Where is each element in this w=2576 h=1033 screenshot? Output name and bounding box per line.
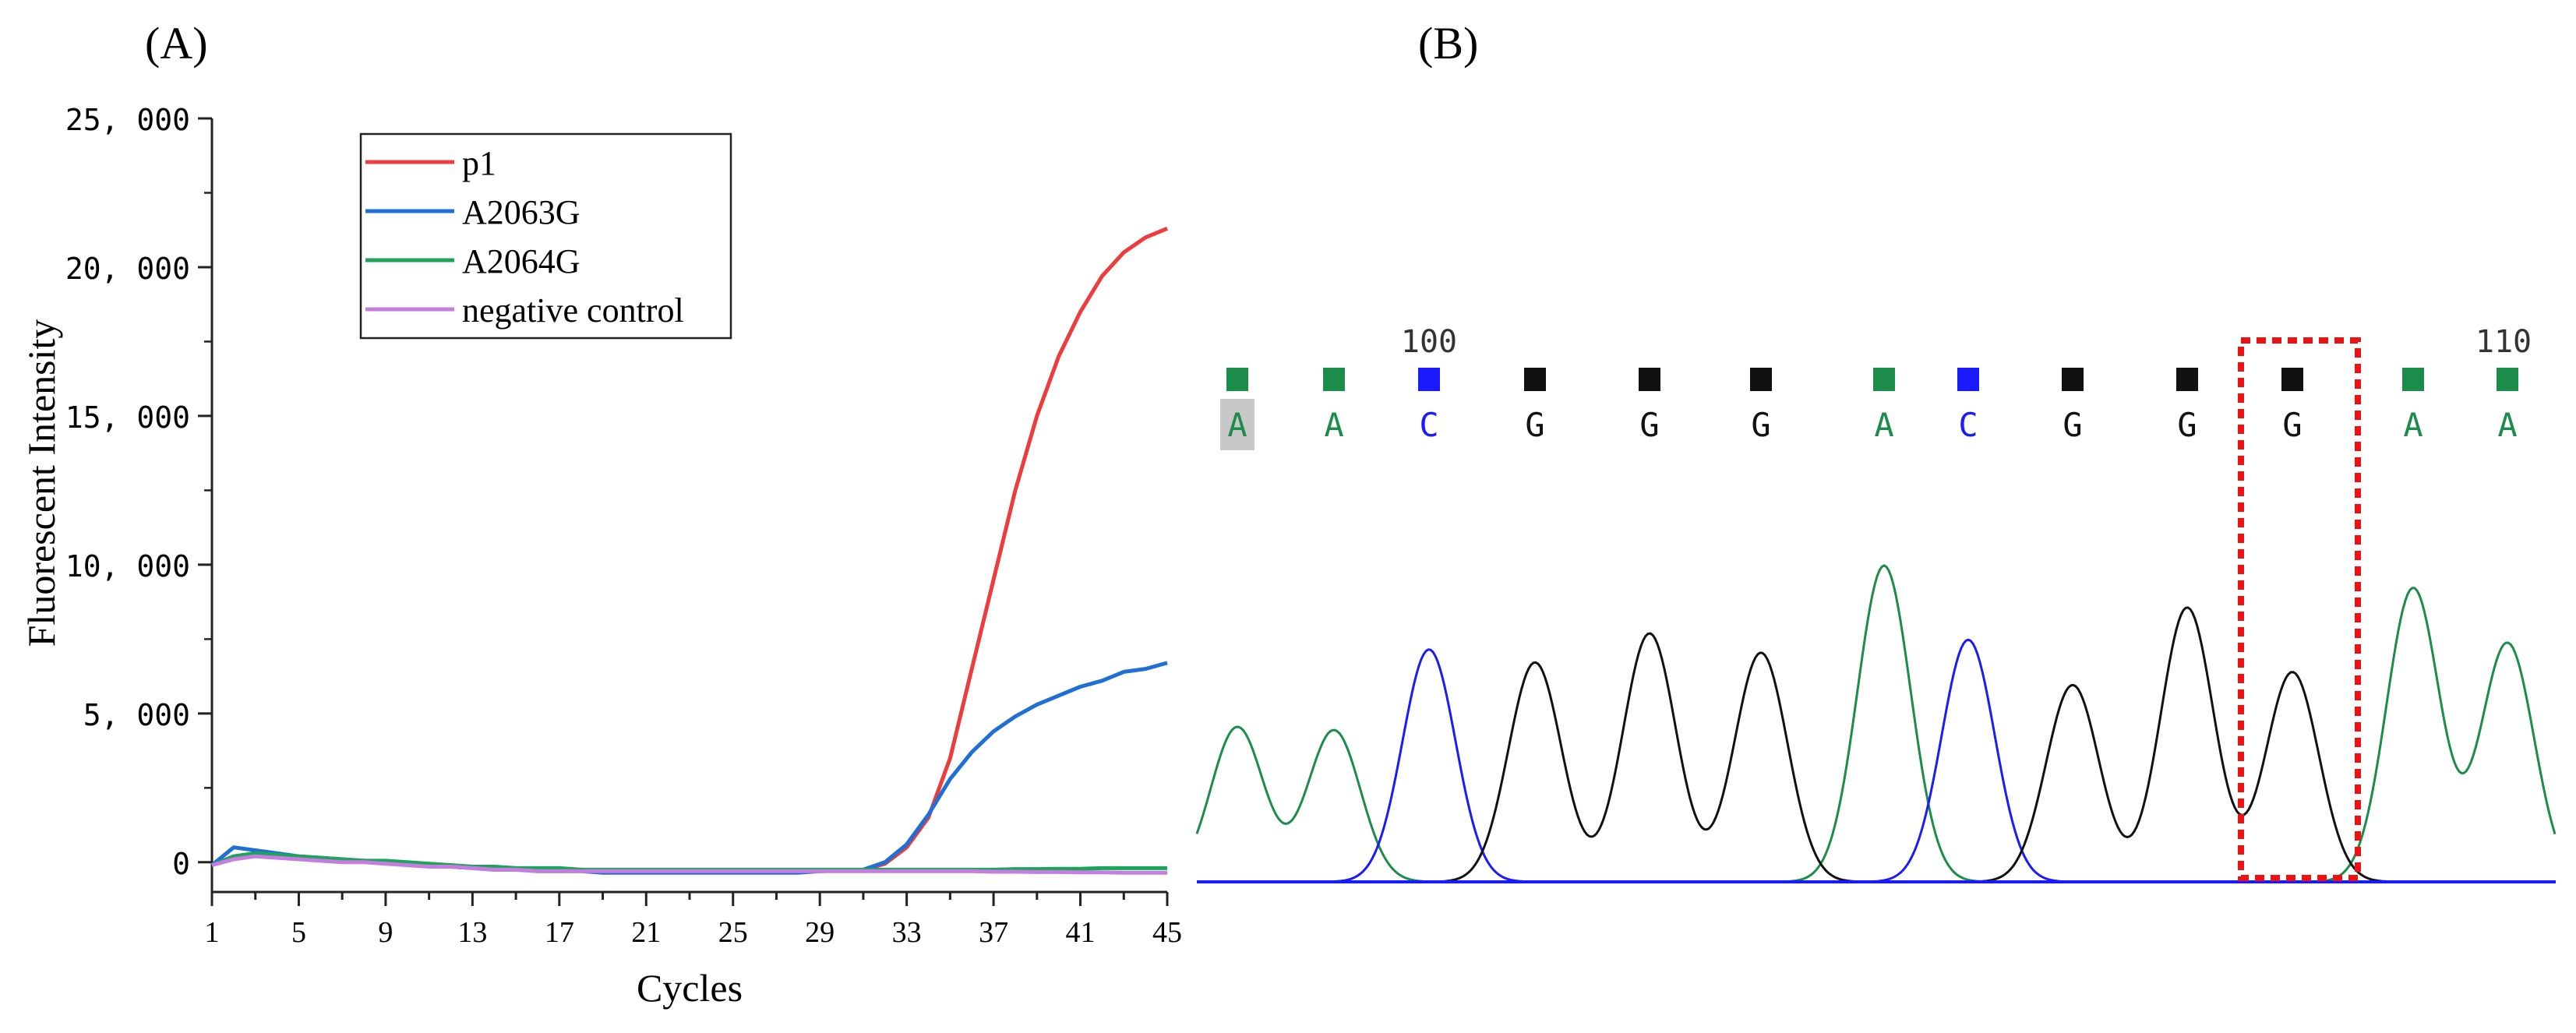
y-tick-label: 5, 000 [83, 698, 190, 732]
trace-c [1197, 638, 2555, 883]
base-marker [2176, 368, 2198, 391]
base-marker [1323, 368, 1345, 391]
base-letter: C [1958, 406, 1978, 444]
panel-a-y-ticks: 0 5, 000 10, 000 15, 000 20, 000 25, 000 [65, 103, 212, 881]
y-tick-label: 0 [172, 847, 190, 881]
panel-a-series [210, 226, 1168, 875]
x-tick-label: 37 [979, 916, 1008, 949]
base-marker [2281, 368, 2303, 391]
base-letter: G [1751, 406, 1770, 444]
y-tick-label: 25, 000 [65, 103, 190, 137]
x-tick-label: 17 [545, 916, 574, 949]
y-tick-label: 10, 000 [65, 549, 190, 583]
x-tick-label: 21 [631, 916, 661, 949]
trace-a [1195, 564, 2557, 883]
x-tick-label: 5 [291, 916, 306, 949]
position-label: 110 [2475, 324, 2532, 360]
base-letter: A [1227, 406, 1247, 444]
x-tick-label: 13 [457, 916, 487, 949]
base-marker [1750, 368, 1772, 391]
base-marker [1226, 368, 1248, 391]
y-axis-label: Fluorescent Intensity [19, 319, 63, 647]
y-tick-label: 15, 000 [65, 400, 190, 435]
legend-box [359, 132, 732, 340]
panel-b-label: (B) [1418, 18, 1478, 69]
base-letter: G [1525, 406, 1544, 444]
base-marker [1418, 368, 1440, 391]
trace-lines [1195, 564, 2557, 883]
base-marker [2497, 368, 2518, 391]
panel-a-x-ticks: 1 5 9 13 17 21 25 29 33 37 41 45 [205, 892, 1182, 949]
legend-label: negative control [462, 291, 684, 330]
legend: p1 A2063G A2064G negative control [359, 132, 732, 340]
base-marker [1639, 368, 1660, 391]
base-letter: G [2282, 406, 2302, 444]
selected-base-bg [1220, 399, 1254, 450]
series-line-a2063g [210, 661, 1168, 875]
x-tick-label: 29 [805, 916, 835, 949]
base-letter: G [2177, 406, 2197, 444]
base-markers [1226, 368, 2518, 391]
x-tick-label: 45 [1152, 916, 1182, 949]
legend-label: A2064G [462, 242, 580, 280]
base-letter: A [2403, 406, 2422, 444]
panel-b-chromatogram: 100 110 A A C G G G A C G G G A A [1195, 324, 2557, 883]
base-letter: C [1419, 406, 1438, 444]
position-label: 100 [1401, 324, 1457, 360]
trace-g [1197, 606, 2555, 883]
base-letter: G [1639, 406, 1659, 444]
base-marker [1873, 368, 1895, 391]
base-marker [2402, 368, 2424, 391]
base-letter: A [1874, 406, 1893, 444]
base-marker [1524, 368, 1546, 391]
position-labels: 100 110 [1401, 324, 2532, 360]
legend-label: A2063G [462, 193, 580, 231]
base-letter: A [2497, 406, 2517, 444]
base-letter: A [1324, 406, 1343, 444]
base-letter: G [2063, 406, 2082, 444]
x-tick-label: 1 [205, 916, 220, 949]
base-marker [1957, 368, 1979, 391]
x-axis-label: Cycles [637, 966, 743, 1010]
x-tick-label: 33 [892, 916, 922, 949]
series-line-negative-control [211, 854, 1167, 875]
x-tick-label: 41 [1066, 916, 1096, 949]
y-tick-label: 20, 000 [65, 252, 190, 286]
panel-a-label: (A) [145, 18, 208, 69]
x-tick-label: 9 [378, 916, 393, 949]
x-tick-label: 25 [718, 916, 748, 949]
base-marker [2062, 368, 2084, 391]
legend-label: p1 [462, 144, 496, 182]
